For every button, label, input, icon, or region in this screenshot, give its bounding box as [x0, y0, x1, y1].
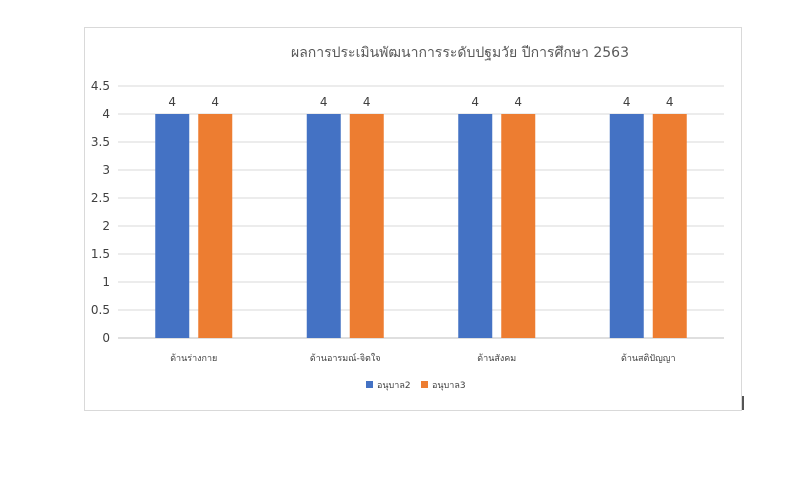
y-tick-label: 1 [102, 275, 110, 289]
legend-swatch [421, 381, 428, 388]
bar-value-label: 4 [623, 95, 631, 109]
bar-value-label: 4 [363, 95, 371, 109]
y-tick-label: 4.5 [91, 79, 110, 93]
y-axis-ticks: 0 0.5 1 1.5 2 2.5 3 3.5 4 4.5 [91, 79, 110, 345]
bar-value-label: 4 [211, 95, 219, 109]
x-category-label: ด้านสติปัญญา [621, 353, 676, 364]
bar [609, 114, 644, 338]
y-tick-label: 1.5 [91, 247, 110, 261]
bar-value-label: 4 [168, 95, 176, 109]
x-axis-categories: ด้านร่างกาย ด้านอารมณ์-จิตใจ ด้านสังคม ด้าน… [170, 352, 675, 364]
legend: อนุบาล2 อนุบาล3 [366, 381, 466, 391]
y-tick-label: 4 [102, 107, 110, 121]
bar-value-label: 4 [514, 95, 522, 109]
text-cursor-mark [742, 396, 744, 410]
y-tick-label: 2 [102, 219, 110, 233]
bar-value-label: 4 [666, 95, 674, 109]
y-tick-label: 0 [102, 331, 110, 345]
bars [155, 114, 687, 338]
y-tick-label: 0.5 [91, 303, 110, 317]
bar [155, 114, 190, 338]
y-tick-label: 2.5 [91, 191, 110, 205]
y-tick-label: 3.5 [91, 135, 110, 149]
bar [306, 114, 341, 338]
legend-label: อนุบาล3 [432, 381, 466, 391]
bar [458, 114, 493, 338]
data-labels: 4 4 4 4 4 4 4 4 [168, 95, 673, 109]
bar-value-label: 4 [320, 95, 328, 109]
bar [501, 114, 536, 338]
bar [349, 114, 384, 338]
chart-title: ผลการประเมินพัฒนาการระดับปฐมวัย ปีการศึก… [291, 45, 629, 61]
legend-label: อนุบาล2 [377, 381, 411, 391]
x-category-label: ด้านสังคม [477, 353, 516, 364]
y-tick-label: 3 [102, 163, 110, 177]
x-category-label: ด้านร่างกาย [170, 353, 217, 364]
bar [198, 114, 233, 338]
x-category-label: ด้านอารมณ์-จิตใจ [310, 352, 381, 364]
bar [652, 114, 687, 338]
bar-value-label: 4 [471, 95, 479, 109]
legend-swatch [366, 381, 373, 388]
